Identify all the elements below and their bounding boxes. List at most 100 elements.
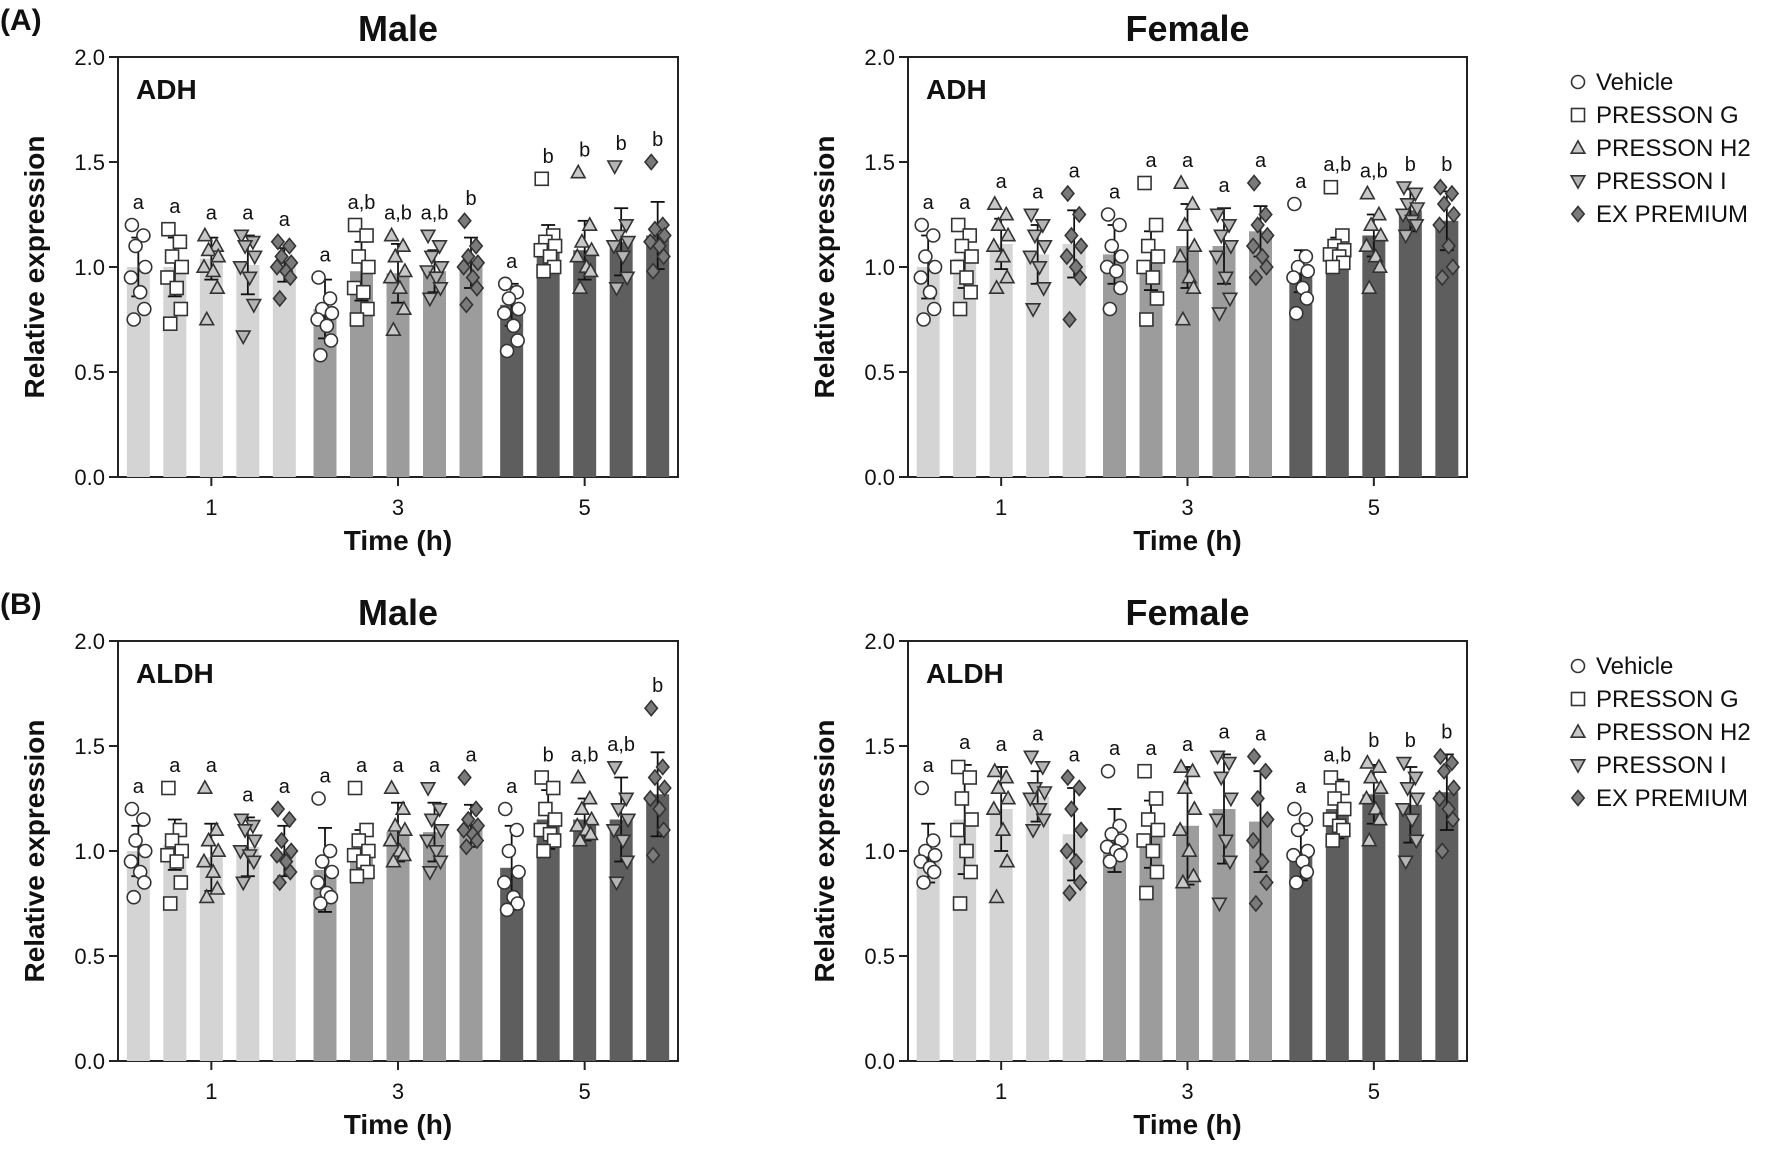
data-point: [1255, 852, 1270, 871]
data-point: [456, 258, 471, 276]
data-point: [1026, 229, 1044, 245]
data-point: [644, 699, 659, 717]
data-point: [499, 902, 515, 918]
bar: [1289, 271, 1313, 477]
data-point: [1367, 247, 1384, 263]
data-point: [269, 846, 285, 864]
data-point: [322, 291, 338, 306]
data-point: [123, 854, 139, 869]
data-point: [963, 284, 978, 300]
data-point: [1258, 205, 1273, 224]
data-point: [926, 864, 942, 880]
y-tick-label: 2.0: [74, 45, 105, 70]
data-point: [1221, 855, 1239, 871]
data-point: [433, 823, 450, 839]
x-axis-label: Time (h): [1133, 1109, 1241, 1140]
chart-2: Female ADH Relative expression 0.0 0.5 1.0 1.5…: [809, 8, 1468, 556]
significance-letter: a: [279, 776, 291, 798]
data-point: [1336, 822, 1351, 838]
y-tick-label: 1.5: [864, 734, 895, 759]
chart-title: Female: [1125, 592, 1249, 633]
data-point: [1409, 792, 1426, 808]
significance-letter: a: [959, 192, 971, 214]
significance-letter: a: [242, 784, 254, 806]
data-point: [313, 347, 328, 363]
significance-letter: a: [169, 755, 181, 777]
y-tick-label: 1.0: [864, 255, 895, 280]
data-point: [395, 846, 413, 862]
data-point: [245, 855, 262, 871]
significance-letter: a: [1255, 724, 1267, 746]
legend-label: PRESSON I: [1596, 168, 1727, 195]
data-point: [998, 205, 1015, 221]
significance-letter: a,b: [421, 203, 449, 225]
data-point: [1023, 750, 1040, 766]
data-point: [647, 220, 663, 238]
significance-letter: a: [1145, 738, 1157, 760]
data-point: [126, 889, 142, 905]
data-point: [1059, 247, 1075, 266]
data-point: [314, 854, 330, 869]
data-point: [1072, 205, 1087, 224]
y-tick-label: 0.5: [864, 360, 895, 385]
data-point: [210, 247, 227, 263]
data-point: [990, 216, 1007, 231]
data-point: [1148, 791, 1164, 806]
legend-label: EX PREMIUM: [1596, 785, 1748, 812]
data-point: [655, 758, 670, 776]
data-point: [1211, 897, 1228, 913]
data-point: [470, 254, 486, 272]
x-tick-label: 5: [1368, 1079, 1380, 1104]
data-point: [283, 268, 298, 287]
data-point: [1358, 237, 1375, 252]
data-point: [128, 238, 143, 254]
legend-label: EX PREMIUM: [1596, 201, 1748, 228]
data-point: [1290, 822, 1306, 838]
data-point: [1022, 792, 1039, 808]
data-point: [1149, 291, 1165, 306]
data-point: [645, 846, 661, 864]
data-point: [1064, 800, 1079, 818]
data-point: [1172, 174, 1190, 189]
data-point: [204, 262, 222, 278]
data-point: [1222, 792, 1240, 808]
y-axis-label: Relative expression: [19, 135, 50, 398]
data-point: [172, 234, 188, 250]
data-point: [124, 801, 140, 817]
bar: [313, 869, 337, 1061]
significance-letter: a: [1069, 745, 1081, 767]
gene-label: ALDH: [926, 658, 1004, 689]
significance-letter: a: [1182, 150, 1194, 172]
data-point: [656, 247, 671, 266]
data-point: [136, 812, 151, 827]
data-point: [1248, 894, 1264, 913]
data-point: [1372, 226, 1389, 242]
data-point: [269, 258, 285, 276]
data-point: [1435, 268, 1450, 287]
bar: [609, 241, 633, 477]
legend-2: Vehicle PRESSON G PRESSON H2 PRESSON I EX PR…: [1569, 653, 1751, 812]
data-point: [1185, 867, 1202, 883]
bar: [1103, 840, 1126, 1061]
data-point: [1100, 207, 1116, 222]
significance-letter: a,b: [348, 192, 376, 214]
data-point: [347, 780, 363, 796]
chart-title: Male: [358, 8, 438, 49]
significance-letter: a,b: [607, 734, 635, 756]
data-point: [1260, 226, 1275, 245]
bar: [989, 243, 1013, 477]
data-point: [204, 863, 222, 879]
data-point: [952, 896, 968, 911]
legend-label: PRESSON H2: [1596, 135, 1751, 162]
legend-marker: [1569, 139, 1587, 154]
data-point: [1435, 842, 1450, 860]
data-point: [1148, 217, 1164, 233]
data-point: [1072, 779, 1087, 797]
data-point: [1209, 750, 1226, 766]
data-point: [1072, 873, 1088, 892]
data-point: [570, 163, 587, 179]
data-point: [246, 250, 263, 266]
data-point: [361, 259, 376, 275]
y-tick-label: 0.5: [74, 944, 105, 969]
legend-marker: [1570, 789, 1586, 807]
